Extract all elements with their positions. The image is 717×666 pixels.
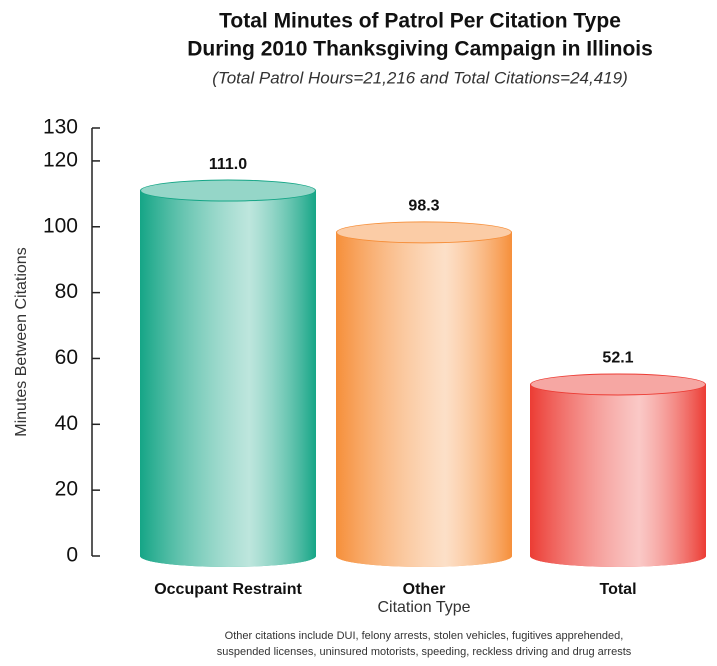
value-label: 52.1 [602,350,633,367]
y-axis-label: Minutes Between Citations [13,247,30,436]
y-tick-label: 60 [55,346,78,369]
cylinder-top [141,180,315,201]
value-label: 111.0 [209,156,247,173]
bar-shade [530,384,706,556]
chart-title: Total Minutes of Patrol Per Citation Typ… [219,10,621,33]
y-tick-label: 120 [43,148,78,171]
x-tick-label: Total [599,581,636,598]
y-tick-label: 100 [43,214,78,237]
cylinder-top [337,222,511,243]
footnote: Other citations include DUI, felony arre… [225,630,624,642]
cylinder [336,221,512,567]
footnote: suspended licenses, uninsured motorists,… [217,646,632,658]
x-tick-label: Occupant Restraint [154,581,302,598]
chart-title: During 2010 Thanksgiving Campaign in Ill… [187,38,653,61]
value-label: 98.3 [408,198,439,215]
bar-shade [336,232,512,556]
y-tick-label: 130 [43,116,78,139]
y-tick-label: 40 [55,412,78,435]
x-axis-label: Citation Type [377,599,470,616]
y-tick-label: 20 [55,478,78,501]
y-tick-label: 0 [66,544,78,567]
cylinder [140,179,316,567]
bar-shade [140,190,316,557]
x-tick-label: Other [403,581,446,598]
cylinder [530,373,706,567]
y-tick-label: 80 [55,280,78,303]
cylinder-top [531,374,705,395]
chart-subtitle: (Total Patrol Hours=21,216 and Total Cit… [212,68,628,87]
